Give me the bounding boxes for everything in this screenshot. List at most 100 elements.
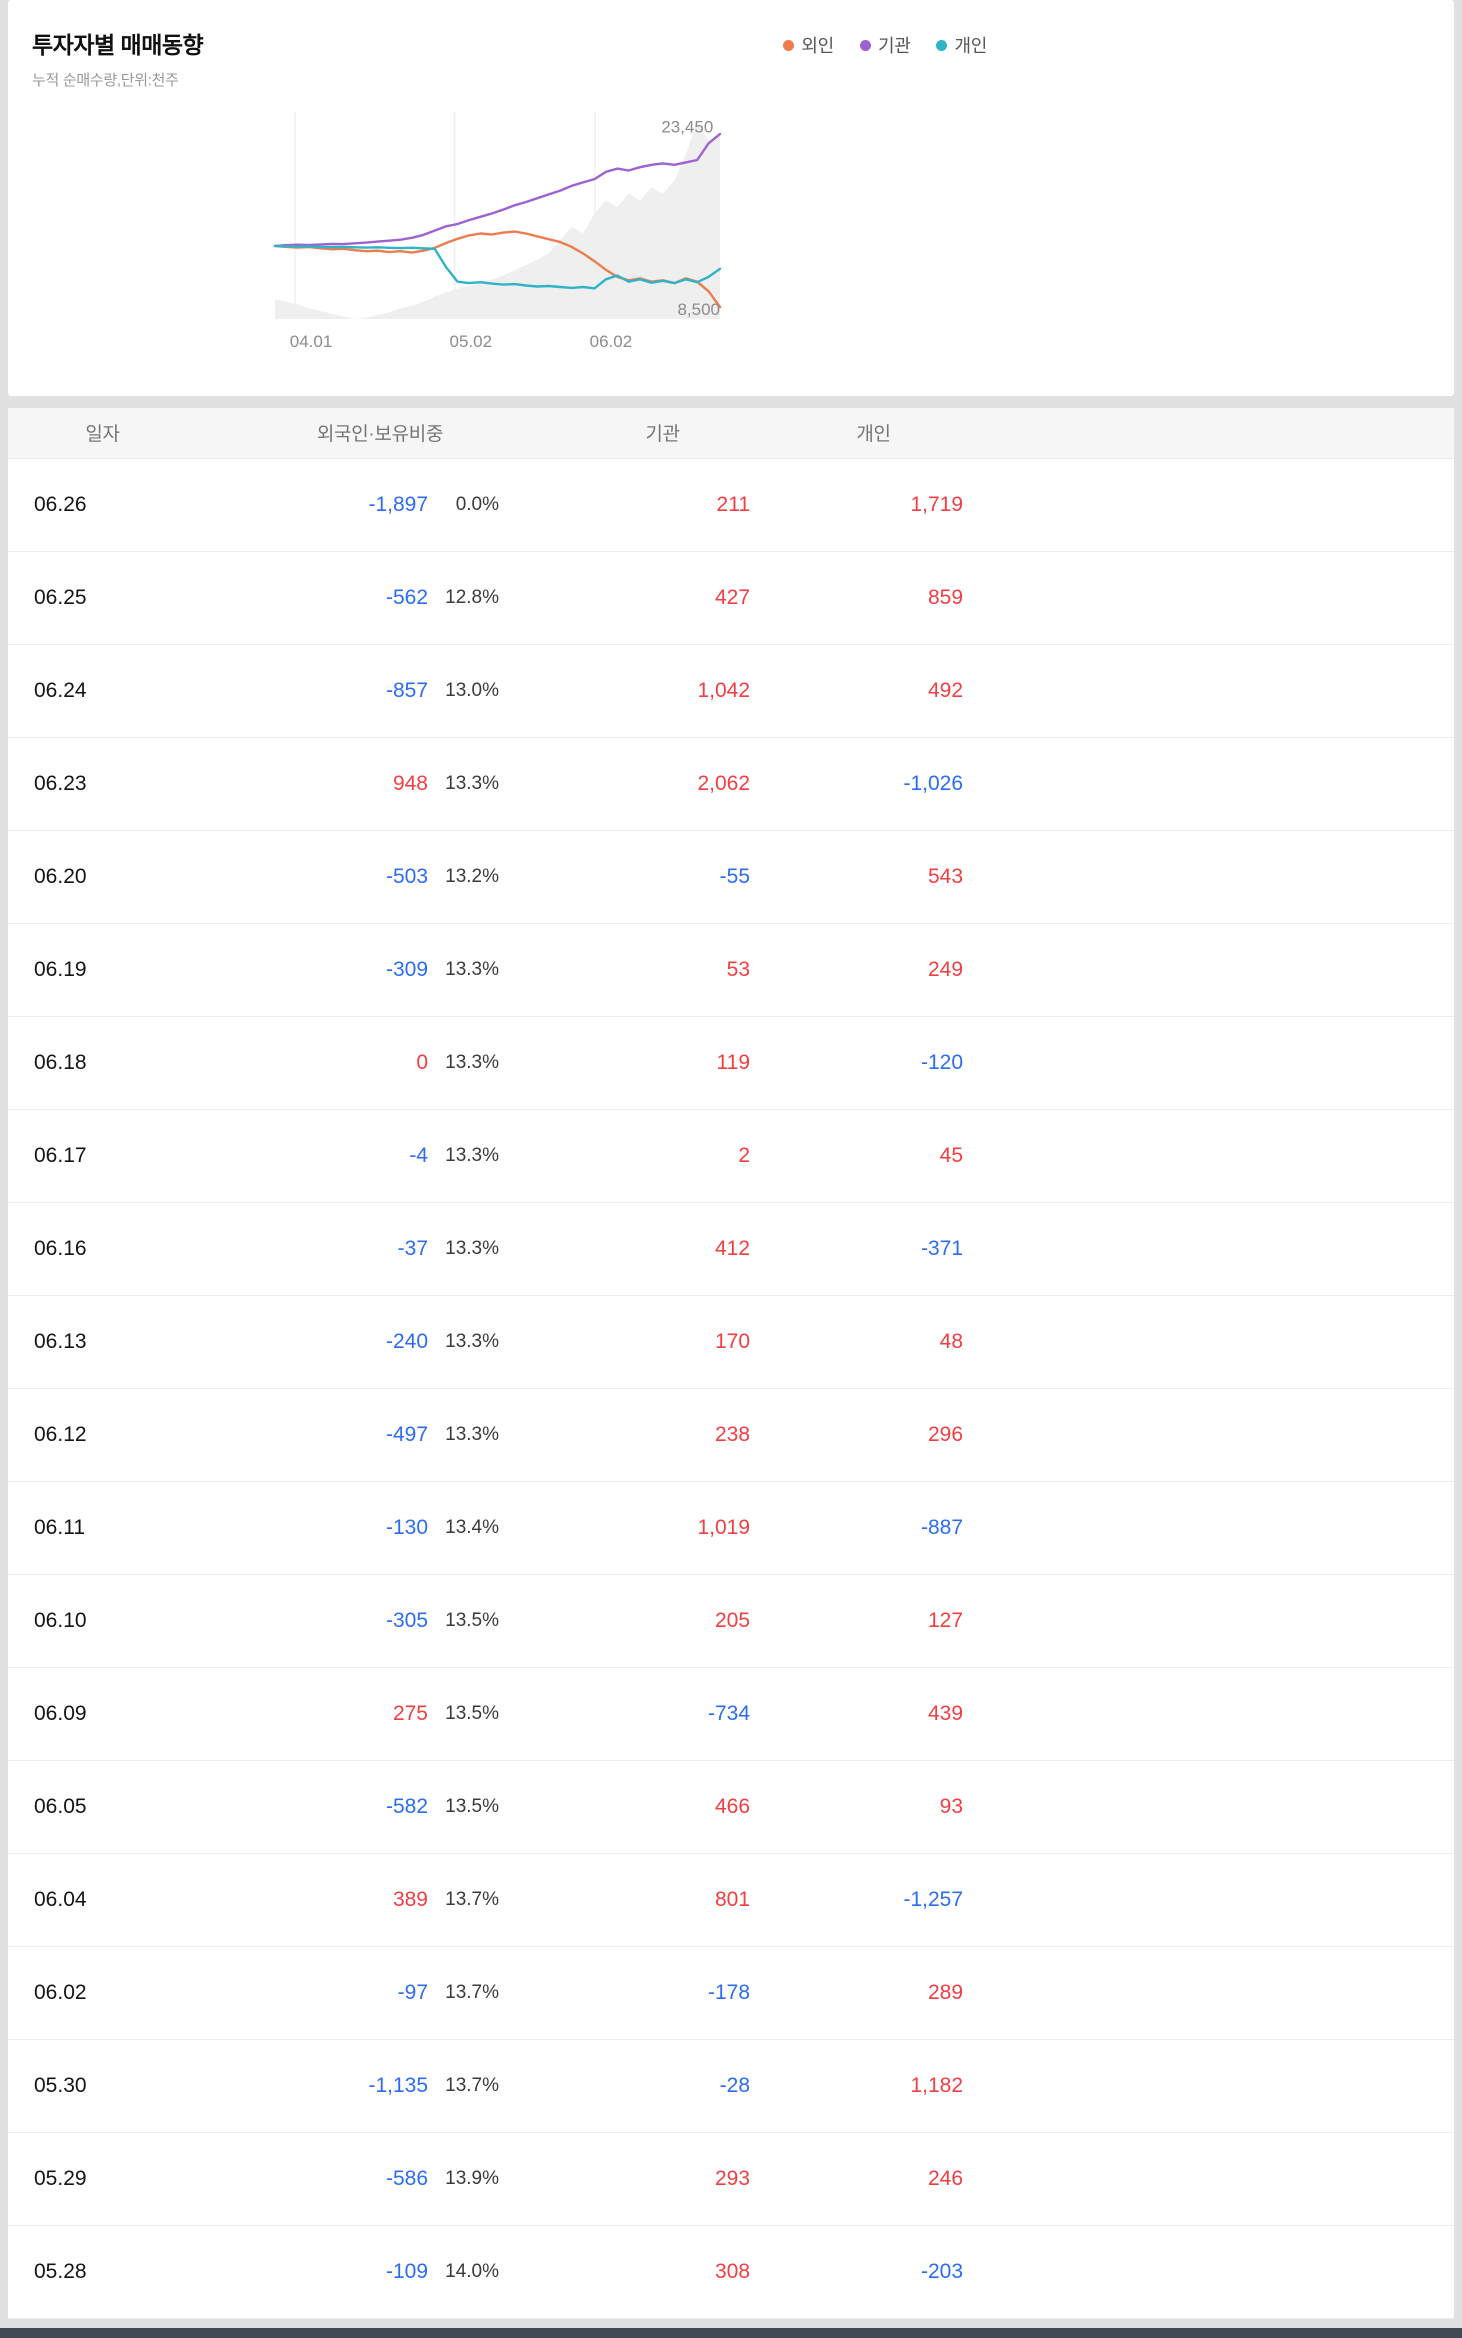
holding-ratio-cell: 13.9%: [428, 2132, 524, 2226]
date-cell: 06.25: [8, 551, 158, 645]
institution-net-cell: 53: [523, 923, 774, 1017]
foreign-net-cell: -497: [158, 1388, 428, 1482]
holding-ratio-cell: 13.3%: [428, 1388, 524, 1482]
page-title: 투자자별 매매동향: [32, 32, 204, 58]
table-body: 06.26 -1,897 0.0% 211 1,719 06.25 -562 1…: [8, 458, 1454, 2319]
row-filler: [993, 1760, 1454, 1854]
table-row: 06.23 948 13.3% 2,062 -1,026: [8, 737, 1454, 831]
holding-ratio-cell: 13.7%: [428, 1946, 524, 2040]
date-cell: 06.13: [8, 1295, 158, 1389]
individual-net-cell: 127: [773, 1574, 994, 1668]
foreign-net-cell: -309: [158, 923, 428, 1017]
legend-item[interactable]: 개인: [936, 32, 987, 58]
table-row: 06.12 -497 13.3% 238 296: [8, 1388, 1454, 1482]
institution-net-cell: 2: [523, 1109, 774, 1203]
holding-ratio-cell: 0.0%: [428, 458, 524, 552]
table-row: 06.10 -305 13.5% 205 127: [8, 1574, 1454, 1668]
institution-net-cell: 1,042: [523, 644, 774, 738]
legend-dot-icon: [936, 39, 948, 51]
legend-label: 개인: [954, 36, 987, 56]
institution-net-cell: 119: [523, 1016, 774, 1110]
individual-net-cell: 543: [773, 830, 994, 924]
date-cell: 06.09: [8, 1667, 158, 1761]
foreign-net-cell: 275: [158, 1667, 428, 1761]
table-row: 06.26 -1,897 0.0% 211 1,719: [8, 458, 1454, 552]
legend-item[interactable]: 외인: [783, 32, 834, 58]
date-cell: 06.04: [8, 1853, 158, 1947]
column-header-1: 외국인·보유비중: [158, 408, 524, 459]
date-cell: 06.16: [8, 1202, 158, 1296]
holding-ratio-cell: 13.3%: [428, 1295, 524, 1389]
table-row: 05.28 -109 14.0% 308 -203: [8, 2225, 1454, 2319]
holding-ratio-cell: 13.0%: [428, 644, 524, 738]
foreign-net-cell: -1,897: [158, 458, 428, 552]
svg-text:06.02: 06.02: [590, 332, 633, 351]
institution-net-cell: -734: [523, 1667, 774, 1761]
row-filler: [993, 2039, 1454, 2133]
table-row: 06.19 -309 13.3% 53 249: [8, 923, 1454, 1017]
holding-ratio-cell: 13.3%: [428, 1109, 524, 1203]
table-row: 06.25 -562 12.8% 427 859: [8, 551, 1454, 645]
table-row: 06.18 0 13.3% 119 -120: [8, 1016, 1454, 1110]
individual-net-cell: -1,026: [773, 737, 994, 831]
row-filler: [993, 1016, 1454, 1110]
individual-net-cell: 1,182: [773, 2039, 994, 2133]
foreign-net-cell: -582: [158, 1760, 428, 1854]
holding-ratio-cell: 13.3%: [428, 923, 524, 1017]
individual-net-cell: -371: [773, 1202, 994, 1296]
institution-net-cell: 211: [523, 458, 774, 552]
row-filler: [993, 551, 1454, 645]
foreign-net-cell: 0: [158, 1016, 428, 1110]
investor-table-card: 일자 외국인·보유비중 기관 개인 06.26 -1,897 0.0% 211 1,7…: [8, 408, 1454, 2319]
table-row: 06.05 -582 13.5% 466 93: [8, 1760, 1454, 1854]
individual-net-cell: 1,719: [773, 458, 994, 552]
legend-item[interactable]: 기관: [859, 32, 911, 58]
foreign-net-cell: -305: [158, 1574, 428, 1668]
date-cell: 06.10: [8, 1574, 158, 1668]
row-filler: [993, 1109, 1454, 1203]
column-header-3: 개인: [773, 408, 994, 459]
date-cell: 06.05: [8, 1760, 158, 1854]
individual-net-cell: 859: [773, 551, 994, 645]
holding-ratio-cell: 13.3%: [428, 1016, 524, 1110]
individual-net-cell: 296: [773, 1388, 994, 1482]
row-filler: [993, 923, 1454, 1017]
individual-net-cell: 289: [773, 1946, 994, 2040]
holding-ratio-cell: 13.7%: [428, 1853, 524, 1947]
foreign-net-cell: -562: [158, 551, 428, 645]
table-row: 05.29 -586 13.9% 293 246: [8, 2132, 1454, 2226]
date-cell: 05.28: [8, 2225, 158, 2319]
institution-net-cell: 238: [523, 1388, 774, 1482]
row-filler: [993, 2225, 1454, 2319]
table-row: 06.09 275 13.5% -734 439: [8, 1667, 1454, 1761]
holding-ratio-cell: 13.5%: [428, 1667, 524, 1761]
institution-net-cell: 427: [523, 551, 774, 645]
holding-ratio-cell: 13.7%: [428, 2039, 524, 2133]
legend-label: 기관: [877, 36, 911, 56]
individual-net-cell: -120: [773, 1016, 994, 1110]
individual-net-cell: 439: [773, 1667, 994, 1761]
row-filler: [993, 1853, 1454, 1947]
individual-net-cell: -203: [773, 2225, 994, 2319]
individual-net-cell: 249: [773, 923, 994, 1017]
date-cell: 06.23: [8, 737, 158, 831]
institution-net-cell: 412: [523, 1202, 774, 1296]
row-filler: [993, 1388, 1454, 1482]
foreign-net-cell: -503: [158, 830, 428, 924]
legend-dot-icon: [783, 39, 795, 51]
institution-net-cell: -28: [523, 2039, 774, 2133]
row-filler: [993, 1295, 1454, 1389]
foreign-net-cell: -97: [158, 1946, 428, 2040]
holding-ratio-cell: 13.2%: [428, 830, 524, 924]
svg-text:04.01: 04.01: [290, 332, 333, 351]
individual-net-cell: 492: [773, 644, 994, 738]
column-header-0: 일자: [8, 408, 158, 459]
date-cell: 06.18: [8, 1016, 158, 1110]
date-cell: 06.24: [8, 644, 158, 738]
chart-legend: 외인 기관 개인: [783, 32, 987, 58]
holding-ratio-cell: 13.5%: [428, 1574, 524, 1668]
institution-net-cell: -178: [523, 1946, 774, 2040]
individual-net-cell: 246: [773, 2132, 994, 2226]
holding-ratio-cell: 13.5%: [428, 1760, 524, 1854]
row-filler: [993, 458, 1454, 552]
